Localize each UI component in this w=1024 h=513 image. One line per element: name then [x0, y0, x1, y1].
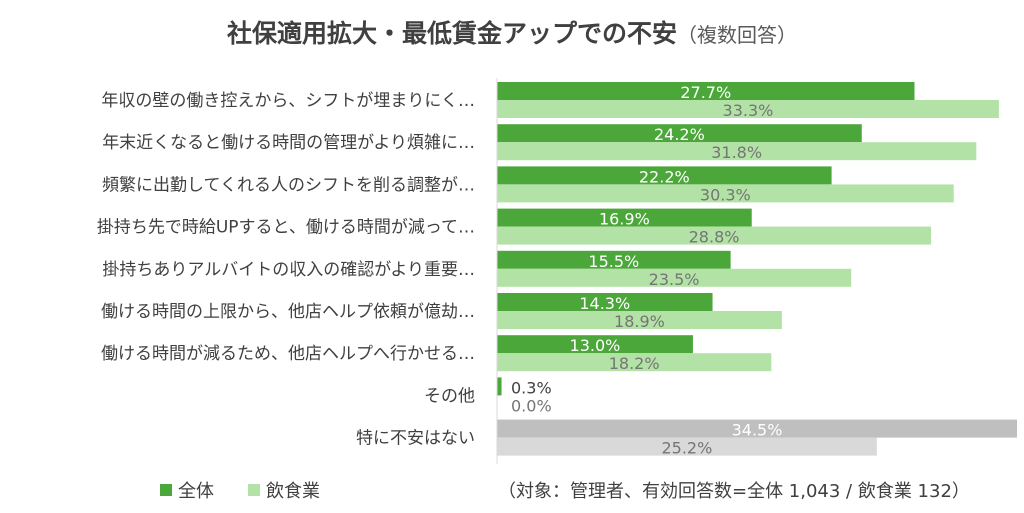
bar-series2 — [497, 437, 877, 456]
category-label: 掛持ち先で時給UPすると、働ける時間が減って… — [97, 218, 475, 238]
category-label: その他 — [424, 386, 475, 406]
legend-swatch-series2 — [248, 484, 260, 496]
bar-series1 — [497, 419, 1017, 438]
chart-title-block: 社保適用拡大・最低賃金アップでの不安（複数回答） — [0, 14, 1024, 50]
chart-subtitle: （複数回答） — [677, 23, 797, 47]
data-label-series1: 14.3% — [579, 294, 630, 313]
bar-series2 — [497, 100, 999, 118]
data-label-series2: 25.2% — [661, 439, 712, 458]
bar-series1 — [497, 124, 862, 143]
legend: 全体 飲食業 — [160, 477, 354, 503]
bar-series2 — [497, 268, 852, 287]
data-label-series2: 23.5% — [649, 270, 700, 289]
data-label-series1: 16.9% — [599, 210, 650, 229]
bar-series1 — [497, 250, 731, 269]
data-label-series2: 31.8% — [711, 143, 762, 162]
bar-series1 — [497, 166, 832, 185]
category-label: 掛持ちありアルバイトの収入の確認がより重要… — [102, 260, 475, 280]
category-label: 頻繁に出勤してくれる人のシフトを削る調整が… — [102, 175, 475, 195]
data-label-series2: 18.2% — [609, 354, 660, 373]
data-label-series2: 28.8% — [689, 228, 740, 247]
data-label-series1: 0.3% — [511, 378, 552, 397]
data-label-series2: 18.9% — [614, 312, 665, 331]
data-label-series1: 13.0% — [570, 336, 621, 355]
legend-label-series1: 全体 — [178, 481, 214, 502]
data-label-series2: 0.0% — [511, 396, 552, 415]
category-label: 働ける時間の上限から、他店ヘルプ依頼が億劫… — [101, 302, 475, 322]
bar-series1 — [497, 377, 502, 396]
data-label-series1: 24.2% — [654, 125, 705, 144]
respondent-note: （対象：管理者、有効回答数=全体 1,043 / 飲食業 132） — [498, 481, 970, 502]
legend-item-series1: 全体 — [160, 477, 214, 503]
category-label: 年収の壁の働き控えから、シフトが埋まりにく… — [101, 91, 475, 111]
bar-series1 — [497, 82, 915, 100]
bar-series1 — [497, 293, 713, 311]
bar-series2 — [497, 142, 977, 161]
bar-series2 — [497, 184, 954, 203]
legend-item-series2: 飲食業 — [248, 477, 320, 503]
data-label-series2: 30.3% — [700, 185, 751, 204]
chart-title: 社保適用拡大・最低賃金アップでの不安 — [226, 19, 677, 48]
data-label-series1: 15.5% — [588, 252, 639, 271]
data-label-series2: 33.3% — [723, 101, 774, 120]
bar-series1 — [497, 208, 752, 227]
category-label: 働ける時間が減るため、他店ヘルプへ行かせる… — [101, 344, 475, 364]
legend-label-series2: 飲食業 — [266, 481, 320, 502]
bar-series1 — [497, 335, 693, 354]
data-label-series1: 34.5% — [732, 421, 783, 440]
bar-series2 — [497, 353, 772, 372]
category-label: 年末近くなると働ける時間の管理がより煩雑に… — [102, 133, 475, 153]
data-label-series1: 27.7% — [680, 83, 731, 102]
legend-swatch-series1 — [160, 484, 172, 496]
bar-series2 — [497, 226, 932, 245]
category-label: 特に不安はない — [356, 429, 475, 449]
bar-series2 — [497, 311, 782, 329]
data-label-series1: 22.2% — [639, 167, 690, 186]
